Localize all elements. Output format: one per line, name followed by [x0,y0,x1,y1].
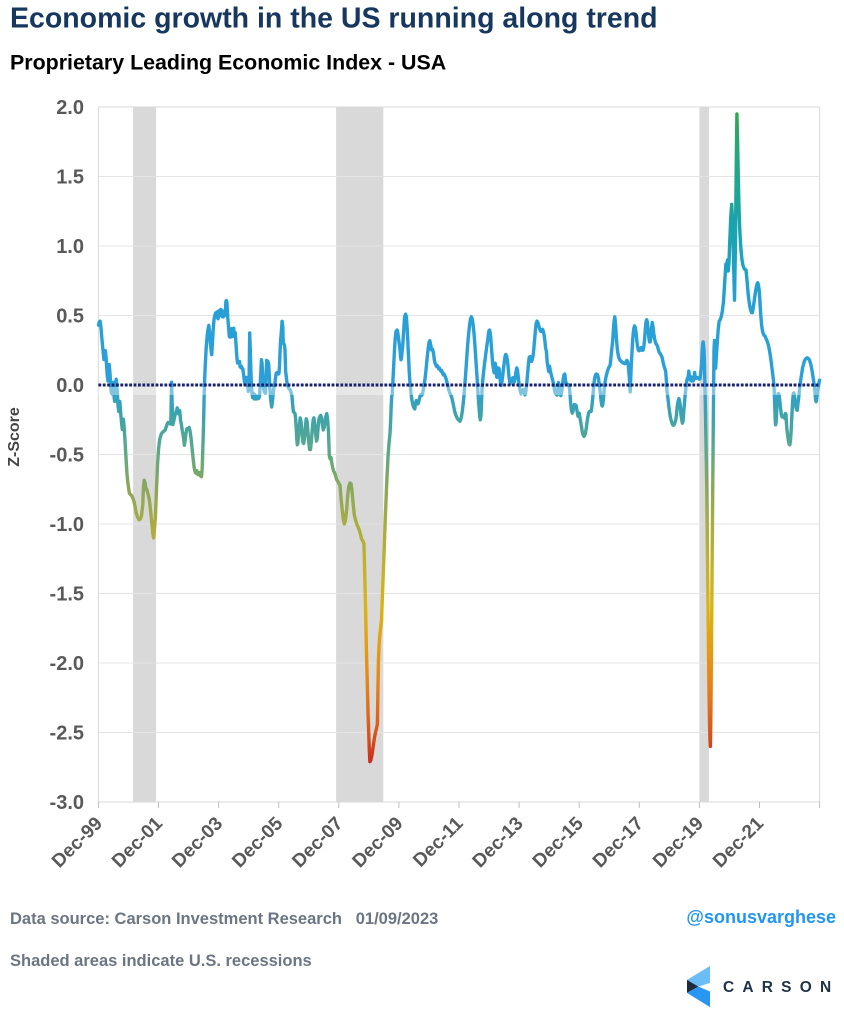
svg-text:Dec-11: Dec-11 [409,813,467,871]
svg-text:Shaded areas indicate U.S. rec: Shaded areas indicate U.S. recessions [10,952,312,970]
svg-text:-1.5: -1.5 [50,584,84,606]
svg-text:Dec-05: Dec-05 [228,813,287,872]
svg-text:Dec-09: Dec-09 [349,813,408,872]
svg-text:-0.5: -0.5 [50,445,84,467]
svg-text:-2.0: -2.0 [50,653,84,675]
svg-text:1.0: 1.0 [56,236,84,258]
svg-text:0.0: 0.0 [56,375,84,397]
svg-text:Dec-21: Dec-21 [709,813,768,872]
svg-text:Proprietary Leading Economic I: Proprietary Leading Economic Index - USA [10,51,446,75]
svg-text:-3.0: -3.0 [50,792,84,814]
svg-text:-1.0: -1.0 [50,514,84,536]
svg-text:CARSON: CARSON [723,979,839,996]
svg-text:@sonusvarghese: @sonusvarghese [686,907,836,927]
svg-text:Dec-13: Dec-13 [469,813,528,872]
svg-text:1.5: 1.5 [56,167,84,189]
svg-text:Dec-07: Dec-07 [288,813,347,872]
svg-text:Dec-99: Dec-99 [48,813,107,872]
svg-text:-2.5: -2.5 [50,723,84,745]
svg-text:Data source: Carson Investment: Data source: Carson Investment Research … [10,910,438,928]
svg-text:Economic growth in the US runn: Economic growth in the US running along … [10,3,658,35]
svg-text:Dec-17: Dec-17 [589,813,648,872]
svg-text:Dec-01: Dec-01 [108,813,167,872]
svg-text:Z-Score: Z-Score [6,407,23,467]
svg-text:Dec-03: Dec-03 [168,813,227,872]
svg-text:2.0: 2.0 [56,97,84,119]
svg-text:Dec-19: Dec-19 [649,813,708,872]
svg-text:0.5: 0.5 [56,306,84,328]
svg-text:Dec-15: Dec-15 [529,813,588,872]
